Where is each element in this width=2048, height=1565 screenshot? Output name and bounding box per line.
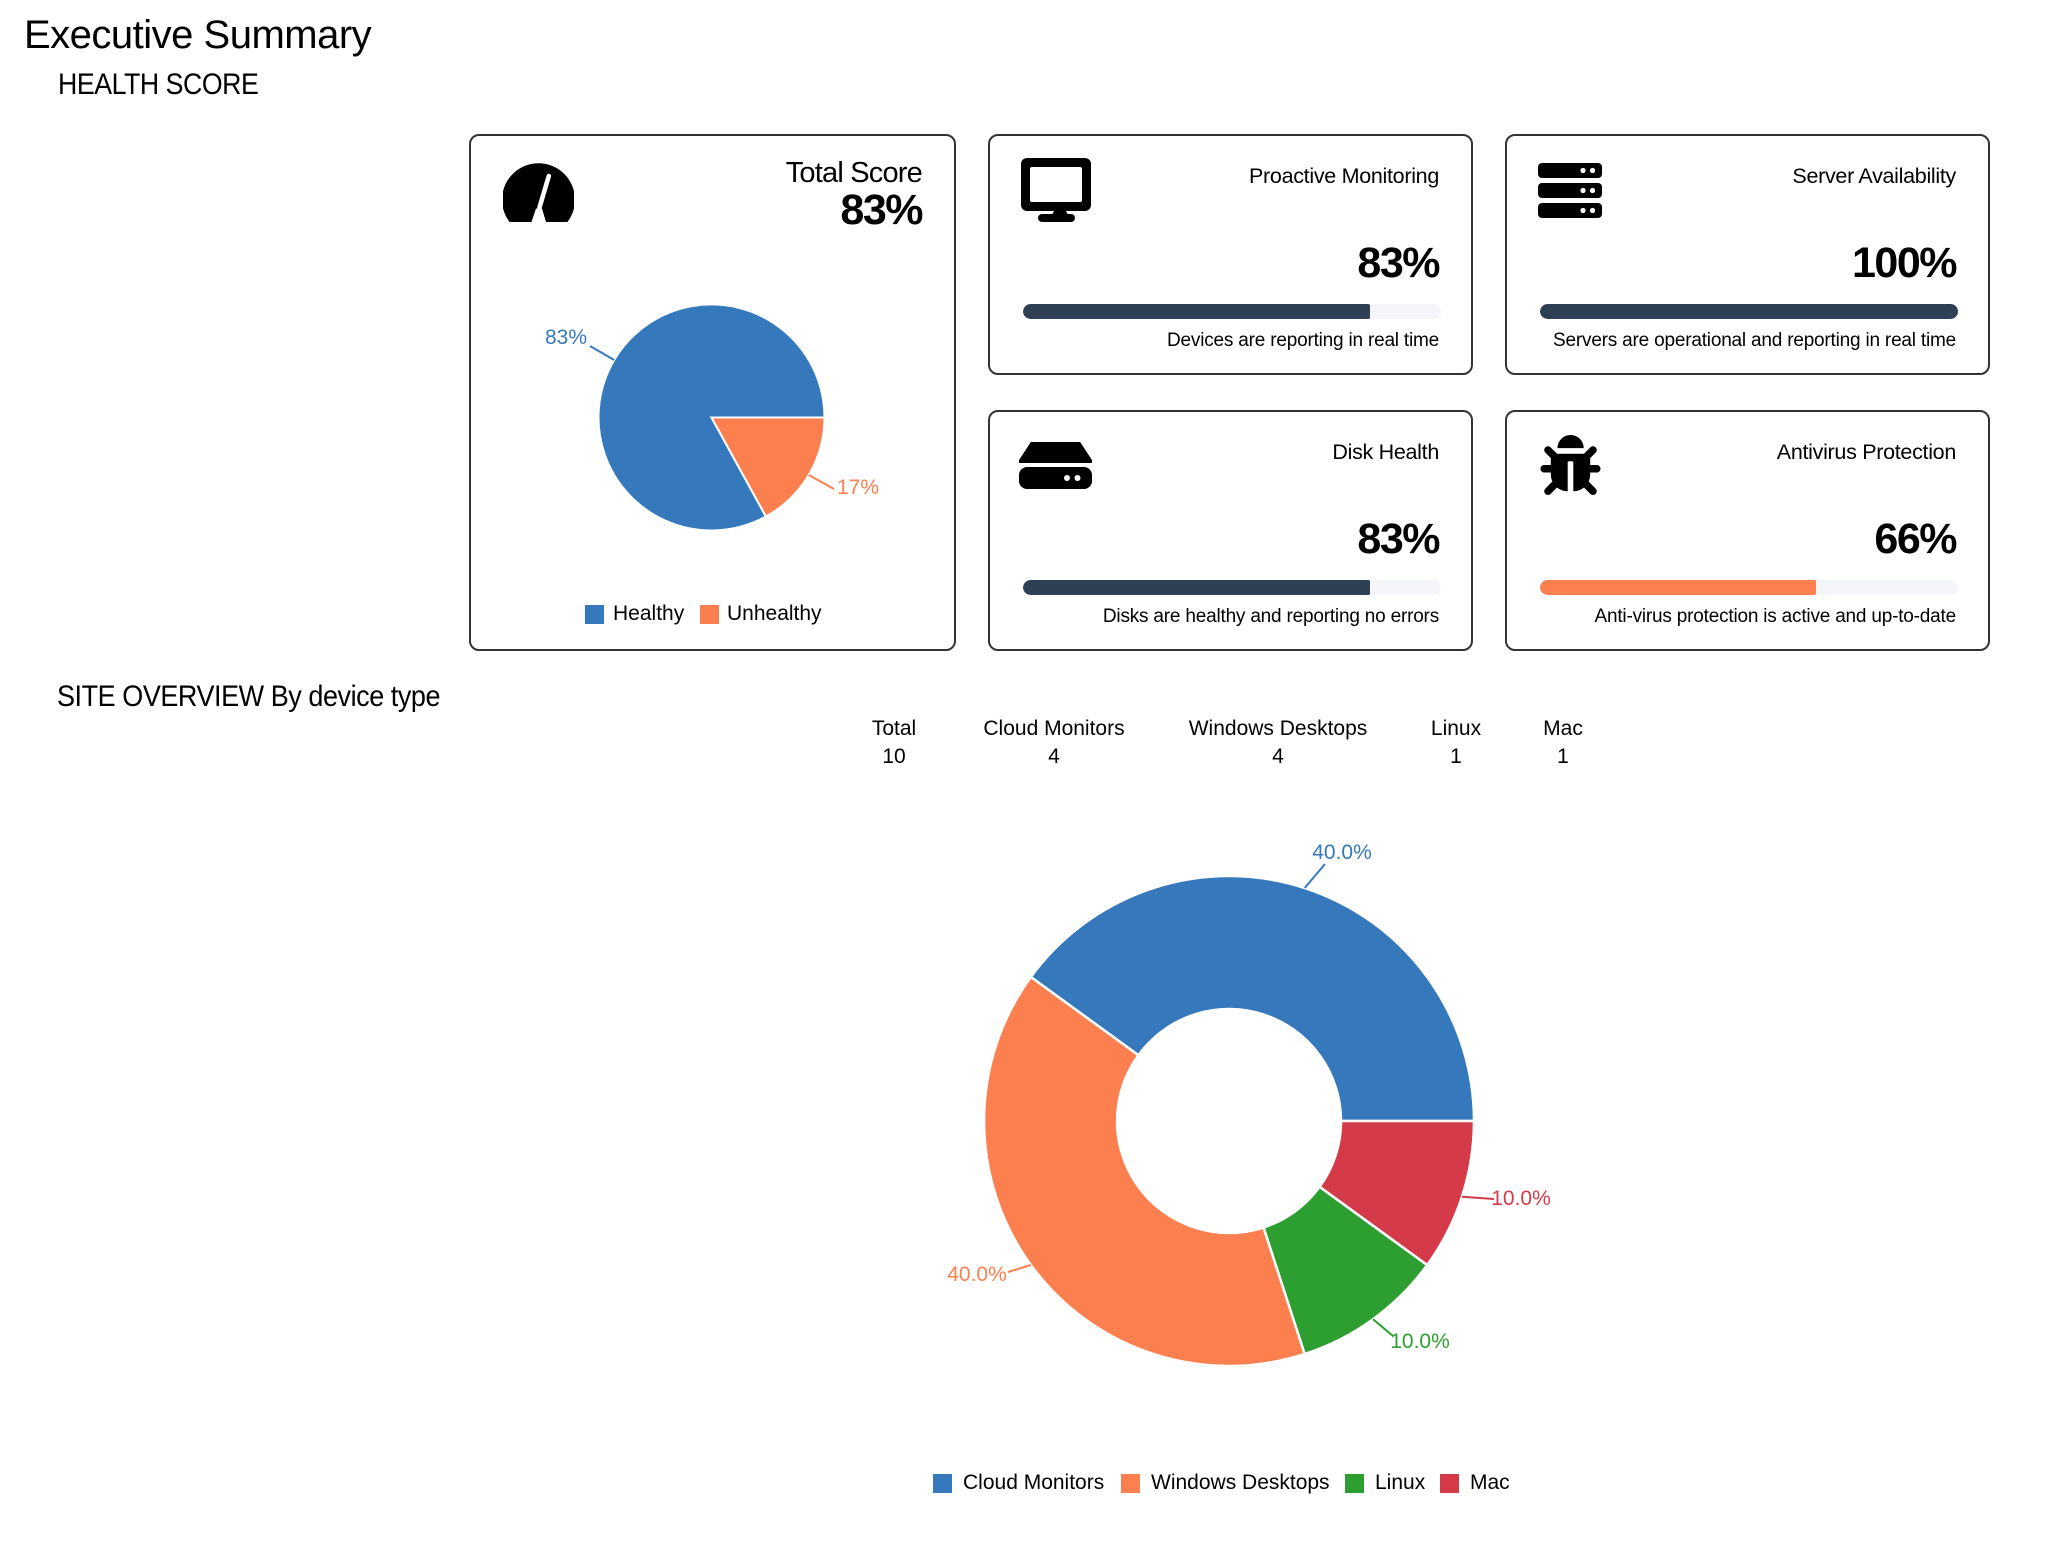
svg-text:40.0%: 40.0% [947, 1263, 1007, 1286]
svg-text:10.0%: 10.0% [1491, 1187, 1551, 1210]
svg-text:83%: 83% [545, 326, 587, 349]
svg-text:17%: 17% [837, 476, 879, 499]
svg-text:40.0%: 40.0% [1312, 841, 1372, 864]
svg-text:10.0%: 10.0% [1390, 1330, 1450, 1353]
